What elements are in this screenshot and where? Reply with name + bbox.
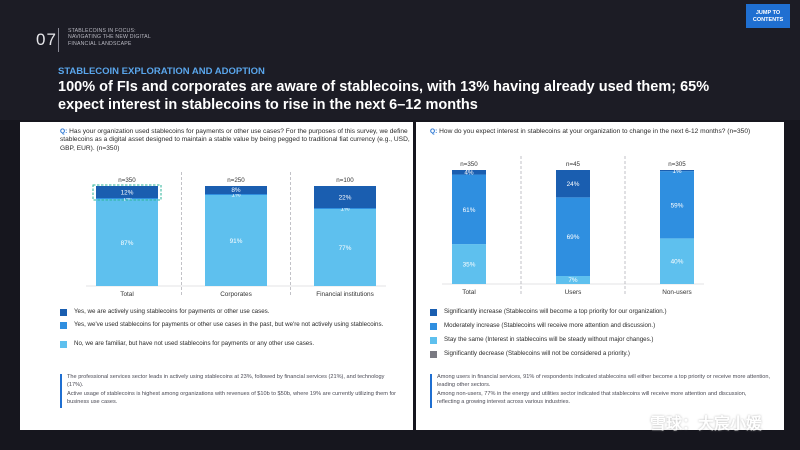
category-label: Non-users bbox=[662, 289, 691, 296]
header-band: 07 STABLECOINS IN FOCUS: NAVIGATING THE … bbox=[0, 0, 800, 120]
report-title: STABLECOINS IN FOCUS: NAVIGATING THE NEW… bbox=[68, 28, 151, 47]
page-number: 07 bbox=[36, 30, 57, 49]
data-label: 1% bbox=[122, 196, 132, 203]
legend-swatch bbox=[430, 308, 437, 316]
section-label: STABLECOIN EXPLORATION AND ADOPTION bbox=[58, 66, 265, 77]
bar-segment bbox=[96, 198, 158, 199]
data-label: 4% bbox=[464, 169, 474, 176]
highlight-box bbox=[92, 184, 162, 201]
legend-label: Yes, we are actively using stablecoins f… bbox=[74, 308, 270, 315]
bar-segment bbox=[660, 238, 694, 284]
left-panel: Q: Has your organization used stablecoin… bbox=[20, 122, 413, 430]
category-label: Total bbox=[120, 291, 134, 298]
n-label: n=305 bbox=[668, 161, 686, 168]
bar-segment bbox=[556, 170, 590, 198]
right-panel: Q: How do you expect interest in stablec… bbox=[416, 122, 784, 430]
report-title-line: NAVIGATING THE NEW DIGITAL bbox=[68, 34, 151, 41]
right-legend-item: Significantly decrease (Stablecoins will… bbox=[430, 350, 770, 358]
left-legend-item: No, we are familiar, but have not used s… bbox=[60, 340, 400, 348]
bar-segment bbox=[452, 170, 486, 175]
right-legend-item: Moderately increase (Stablecoins will re… bbox=[430, 322, 770, 330]
bar-segment bbox=[660, 171, 694, 239]
data-label: 61% bbox=[463, 207, 476, 214]
left-legend-item: Yes, we've used stablecoins for payments… bbox=[60, 321, 390, 329]
report-title-line: STABLECOINS IN FOCUS: bbox=[68, 28, 136, 34]
data-label: 12% bbox=[121, 190, 134, 197]
legend-label: Yes, we've used stablecoins for payments… bbox=[74, 321, 384, 328]
data-label: 1% bbox=[672, 168, 682, 175]
legend-label: Significantly decrease (Stablecoins will… bbox=[444, 350, 630, 357]
category-label: Financial institutions bbox=[316, 291, 374, 298]
bar-segment bbox=[314, 209, 376, 286]
jump-label-line: CONTENTS bbox=[752, 16, 784, 23]
bar-segment bbox=[452, 244, 486, 284]
bar-segment bbox=[314, 208, 376, 209]
bar-segment bbox=[96, 199, 158, 286]
report-title-line: FINANCIAL LANDSCAPE bbox=[68, 40, 132, 47]
legend-label: Moderately increase (Stablecoins will re… bbox=[444, 322, 656, 329]
bar-segment bbox=[556, 197, 590, 277]
right-legend-item: Stay the same (Interest in stablecoins w… bbox=[430, 336, 770, 344]
n-label: n=350 bbox=[118, 177, 136, 184]
jump-label-line: JUMP TO bbox=[755, 10, 781, 16]
bar-segment bbox=[660, 170, 694, 172]
data-label: 35% bbox=[463, 262, 476, 269]
n-label: n=350 bbox=[460, 161, 478, 168]
right-question-text: How do you expect interest in stablecoin… bbox=[439, 128, 751, 135]
data-label: 91% bbox=[230, 238, 243, 245]
q-mark: Q: bbox=[60, 128, 68, 135]
bar-segment bbox=[452, 174, 486, 245]
bar-segment bbox=[96, 186, 158, 198]
data-label: 24% bbox=[567, 181, 580, 188]
data-label: 1% bbox=[231, 192, 241, 199]
data-label: 40% bbox=[671, 259, 684, 266]
left-question-text: Has your organization used stablecoins f… bbox=[60, 128, 410, 152]
category-label: Users bbox=[565, 289, 582, 296]
legend-swatch bbox=[60, 321, 67, 329]
header-divider bbox=[58, 28, 59, 52]
bar-segment bbox=[205, 186, 267, 194]
note-item: The professional services sector leads i… bbox=[67, 374, 385, 388]
right-question: Q: How do you expect interest in stablec… bbox=[430, 128, 770, 136]
legend-swatch bbox=[430, 350, 437, 358]
page-headline: 100% of FIs and corporates are aware of … bbox=[58, 79, 710, 113]
left-notes: The professional services sector leads i… bbox=[60, 374, 400, 409]
legend-label: No, we are familiar, but have not used s… bbox=[74, 340, 315, 347]
n-label: n=100 bbox=[336, 177, 354, 184]
n-label: n=45 bbox=[566, 161, 580, 168]
note-item: Active usage of stablecoins is highest a… bbox=[67, 391, 396, 405]
left-stacked-bar-chart: 87%1%12%n=350Total91%1%8%n=250Corporates… bbox=[86, 172, 386, 298]
data-label: 59% bbox=[671, 202, 684, 209]
data-label: 8% bbox=[231, 187, 241, 194]
data-label: 7% bbox=[568, 277, 578, 284]
legend-swatch bbox=[60, 340, 67, 348]
note-item: Among non-users, 77% in the energy and u… bbox=[437, 391, 747, 405]
q-mark: Q: bbox=[430, 128, 438, 135]
data-label: 22% bbox=[339, 195, 352, 202]
n-label: n=250 bbox=[227, 177, 245, 184]
jump-to-contents-button[interactable]: JUMP TO CONTENTS bbox=[746, 4, 790, 28]
data-label: 87% bbox=[121, 240, 134, 247]
legend-label: Stay the same (Interest in stablecoins w… bbox=[444, 336, 654, 343]
bar-segment bbox=[205, 195, 267, 286]
category-label: Corporates bbox=[220, 291, 252, 298]
left-question: Q: Has your organization used stablecoin… bbox=[60, 128, 420, 153]
left-legend-item: Yes, we are actively using stablecoins f… bbox=[60, 308, 400, 316]
watermark: 雪球：大宸小媛 bbox=[650, 416, 763, 433]
bar-segment bbox=[314, 186, 376, 208]
data-label: 77% bbox=[339, 245, 352, 252]
data-label: 69% bbox=[567, 234, 580, 241]
legend-swatch bbox=[430, 336, 437, 344]
data-label: 1% bbox=[340, 206, 350, 213]
bar-segment bbox=[205, 194, 267, 195]
bar-segment bbox=[556, 276, 590, 284]
right-notes: Among users in financial services, 91% o… bbox=[430, 374, 770, 409]
note-item: Among users in financial services, 91% o… bbox=[437, 374, 770, 388]
legend-swatch bbox=[430, 322, 437, 330]
legend-swatch bbox=[60, 308, 67, 316]
right-legend-item: Significantly increase (Stablecoins will… bbox=[430, 308, 770, 316]
legend-label: Significantly increase (Stablecoins will… bbox=[444, 308, 667, 315]
right-stacked-bar-chart: 35% 61% 4%n=350 Total 7% 69% 24% n=45 Users 40% 59… bbox=[442, 156, 704, 296]
category-label: Total bbox=[462, 289, 476, 296]
